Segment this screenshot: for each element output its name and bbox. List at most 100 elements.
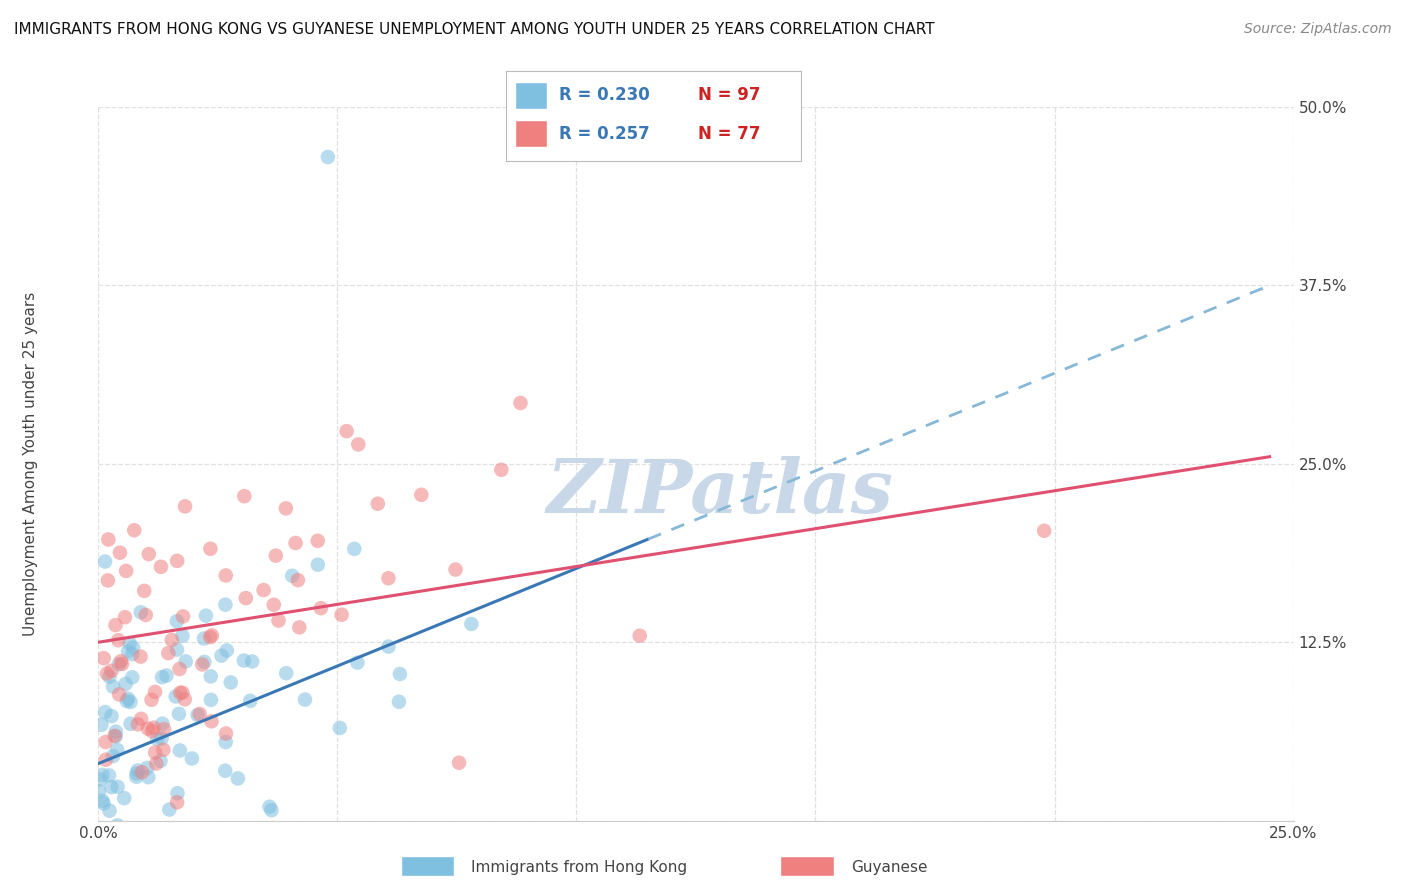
Point (98, 768, 121, 782)
Point (1033, 524, 1056, 538)
Point (267, 614, 290, 628)
Point (138, 547, 160, 561)
Point (347, 437, 370, 451)
Point (377, 571, 399, 585)
Point (166, 554, 188, 568)
Point (194, 608, 217, 623)
Point (157, 803, 180, 817)
Point (215, 726, 238, 740)
Point (188, 706, 211, 721)
Point (104, 729, 127, 743)
Point (229, 830, 252, 844)
Point (153, 722, 176, 736)
Point (284, 536, 307, 550)
Point (122, 523, 145, 537)
Point (444, 563, 467, 577)
Point (142, 721, 165, 735)
Point (125, 766, 148, 780)
Point (105, 743, 128, 757)
Point (215, 735, 238, 749)
Point (104, 729, 127, 743)
Point (146, 822, 169, 836)
Text: N = 77: N = 77 (697, 125, 761, 143)
Point (115, 564, 138, 578)
Point (166, 642, 188, 657)
Point (367, 497, 389, 511)
Point (96, 822, 118, 837)
Point (166, 786, 188, 800)
Point (120, 716, 142, 731)
Point (107, 633, 129, 648)
Point (259, 799, 281, 814)
Point (101, 680, 124, 694)
Point (307, 533, 329, 548)
Point (108, 546, 131, 560)
Point (260, 803, 283, 817)
Point (118, 636, 141, 650)
Point (91, 768, 114, 782)
Point (100, 780, 122, 794)
Point (142, 830, 165, 844)
Point (169, 743, 191, 757)
Point (155, 825, 177, 839)
Point (105, 839, 128, 854)
Point (193, 632, 215, 646)
Text: Source: ZipAtlas.com: Source: ZipAtlas.com (1244, 22, 1392, 37)
Point (97, 574, 120, 588)
Point (174, 654, 197, 668)
Point (89, 772, 111, 787)
Point (276, 666, 298, 681)
Point (87, 784, 110, 798)
Point (108, 687, 131, 701)
Point (294, 692, 316, 706)
Point (131, 765, 153, 780)
Point (509, 396, 531, 410)
Point (165, 690, 187, 704)
Point (111, 657, 134, 671)
Point (115, 694, 138, 708)
Point (134, 583, 156, 598)
Text: Immigrants from Hong Kong: Immigrants from Hong Kong (471, 860, 688, 874)
Point (110, 654, 132, 668)
Point (167, 706, 190, 721)
Point (281, 569, 304, 583)
Point (198, 630, 221, 644)
Point (129, 649, 152, 664)
Point (240, 655, 263, 669)
Point (215, 643, 238, 657)
Point (138, 770, 160, 784)
Point (174, 500, 197, 514)
Point (307, 558, 329, 572)
Point (127, 764, 149, 778)
Point (169, 662, 191, 676)
Point (143, 685, 166, 699)
Point (101, 749, 124, 764)
Point (122, 640, 145, 655)
Point (214, 764, 236, 778)
Point (157, 646, 180, 660)
Point (233, 489, 256, 503)
Point (172, 629, 194, 643)
Point (146, 732, 169, 747)
Point (94, 705, 117, 719)
Point (136, 722, 159, 736)
Point (263, 598, 285, 612)
Point (191, 657, 214, 672)
Point (135, 607, 157, 622)
Text: ZIPatlas: ZIPatlas (547, 456, 893, 529)
Point (152, 743, 174, 757)
Point (169, 686, 191, 700)
Point (201, 628, 224, 642)
Point (226, 772, 249, 786)
Point (121, 647, 143, 661)
Point (388, 695, 411, 709)
Point (141, 724, 163, 739)
Point (309, 601, 332, 615)
Point (94, 753, 117, 767)
Point (150, 731, 173, 746)
Point (127, 717, 149, 731)
Point (104, 618, 127, 632)
Point (129, 712, 152, 726)
Point (166, 795, 188, 809)
Point (628, 629, 651, 643)
